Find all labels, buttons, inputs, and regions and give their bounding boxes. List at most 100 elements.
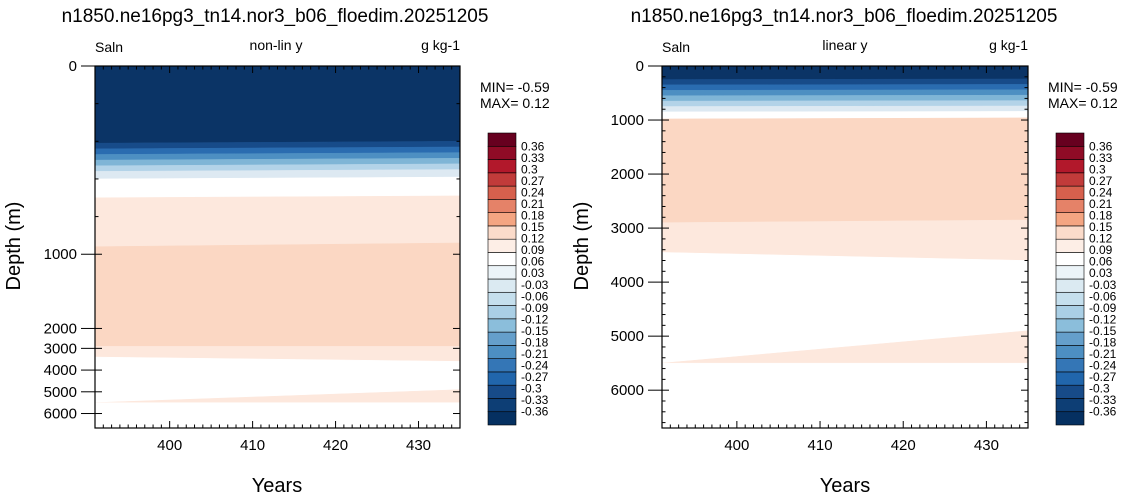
left-colorbar-box	[487, 172, 517, 187]
left-colorbar-label: -0.27	[521, 370, 549, 384]
left-panel-xtick-label: 420	[323, 437, 348, 454]
right-colorbar-box	[1055, 291, 1085, 306]
left-panel-contour-bands	[94, 65, 461, 428]
left-colorbar-box	[487, 278, 517, 293]
right-colorbar-label: -0.33	[1089, 393, 1117, 407]
left-colorbar-label: 0.24	[521, 185, 545, 199]
right-panel-band-6	[661, 105, 1029, 113]
left-colorbar-box	[487, 318, 517, 333]
left-colorbar-box	[487, 345, 517, 359]
right-colorbar-label: -0.12	[1089, 312, 1117, 326]
left-colorbar-label: -0.03	[521, 278, 549, 292]
left-colorbar-box	[487, 384, 517, 399]
left-colorbar-box	[487, 305, 517, 320]
left-panel-variable-label: Saln	[95, 39, 123, 55]
right-colorbar-box	[1055, 318, 1085, 333]
right-panel-ylabel: Depth (m)	[571, 202, 593, 291]
right-colorbar-box	[1055, 411, 1085, 426]
right-colorbar-box	[1055, 132, 1085, 147]
left-colorbar-label: 0.12	[521, 232, 545, 246]
left-colorbar-label: -0.24	[521, 359, 549, 373]
left-colorbar-label: -0.3	[521, 382, 542, 396]
right-colorbar-box	[1055, 398, 1085, 413]
right-colorbar-label: 0.12	[1089, 232, 1113, 246]
left-colorbar-label: -0.36	[521, 405, 549, 419]
right-colorbar-label: -0.27	[1089, 370, 1117, 384]
right-colorbar-label: 0.09	[1089, 243, 1113, 257]
right-panel-xlabel: Years	[820, 475, 870, 497]
left-panel-title: n1850.ne16pg3_tn14.nor3_b06_floedim.2025…	[62, 6, 489, 27]
left-panel-ytick-label: 4000	[44, 362, 77, 379]
right-colorbar-box	[1055, 371, 1085, 386]
right-colorbar-box	[1055, 252, 1085, 267]
right-colorbar-box	[1055, 265, 1085, 280]
left-panel-xtick-label: 400	[157, 437, 182, 454]
right-panel-band-4	[661, 94, 1029, 102]
left-panel-ytick-label: 2000	[44, 320, 77, 337]
right-panel-xtick-label: 420	[891, 437, 916, 454]
right-colorbar-label: -0.09	[1089, 301, 1117, 315]
left-colorbar-label: 0.33	[521, 151, 545, 165]
left-colorbar-box	[487, 212, 517, 227]
right-panel-band-5	[661, 100, 1029, 107]
left-panel: n1850.ne16pg3_tn14.nor3_b06_floedim.2025…	[3, 6, 550, 497]
right-colorbar-label: 0.27	[1089, 174, 1113, 188]
right-panel: n1850.ne16pg3_tn14.nor3_b06_floedim.2025…	[571, 6, 1118, 497]
left-colorbar-label: 0.15	[521, 220, 545, 234]
right-colorbar-box	[1055, 185, 1085, 200]
left-colorbar-box	[487, 398, 517, 413]
right-colorbar-box	[1055, 172, 1085, 187]
right-panel-ytick-label: 2000	[611, 166, 644, 183]
left-colorbar-label: 0.18	[521, 209, 545, 223]
left-colorbar-box	[487, 358, 517, 373]
left-panel-colorbar: 0.360.330.30.270.240.210.180.150.120.090…	[487, 132, 549, 426]
right-colorbar-box	[1055, 238, 1085, 253]
right-panel-ytick-label: 1000	[611, 112, 644, 129]
left-panel-ytick-label: 0	[69, 58, 77, 75]
left-panel-band-7	[94, 176, 461, 199]
right-colorbar-box	[1055, 212, 1085, 227]
left-colorbar-label: 0.27	[521, 174, 545, 188]
right-panel-band-1	[661, 78, 1029, 86]
left-panel-ytick-label: 6000	[44, 406, 77, 423]
right-colorbar-label: -0.06	[1089, 289, 1117, 303]
right-colorbar-box	[1055, 331, 1085, 346]
left-panel-axes: 400 410 420 430 0 1000 2000 3000 4000 5000 6000	[44, 58, 461, 454]
right-colorbar-box	[1055, 278, 1085, 293]
left-colorbar-label: -0.12	[521, 312, 549, 326]
left-panel-max-text: MAX= 0.12	[480, 95, 550, 111]
right-panel-band-3	[661, 89, 1029, 96]
right-panel-ytick-label: 4000	[611, 274, 644, 291]
right-panel-ytick-label: 5000	[611, 328, 644, 345]
right-colorbar-box	[1055, 384, 1085, 399]
right-panel-scale-label: linear y	[822, 37, 867, 53]
left-panel-xtick-label: 410	[240, 437, 265, 454]
right-panel-band-2	[661, 84, 1029, 91]
right-colorbar-label: 0.21	[1089, 197, 1113, 211]
left-colorbar-label: 0.09	[521, 243, 545, 257]
left-colorbar-box	[487, 411, 517, 426]
right-panel-band-8	[661, 117, 1029, 223]
left-panel-ytick-label: 3000	[44, 340, 77, 357]
left-panel-band-8	[94, 195, 461, 247]
left-colorbar-label: -0.15	[521, 324, 549, 338]
right-panel-min-text: MIN= -0.59	[1048, 79, 1118, 95]
left-colorbar-label: 0.03	[521, 266, 545, 280]
right-panel-xtick-label: 430	[974, 437, 999, 454]
left-colorbar-label: -0.21	[521, 347, 549, 361]
right-colorbar-box	[1055, 225, 1085, 240]
right-panel-contour-bands	[661, 65, 1029, 429]
right-colorbar-box	[1055, 345, 1085, 359]
left-panel-band-13	[94, 402, 461, 425]
left-panel-scale-label: non-lin y	[250, 37, 303, 53]
left-panel-ytick-label: 1000	[44, 246, 77, 263]
right-panel-band-12	[661, 362, 1029, 429]
right-panel-ytick-label: 0	[636, 58, 644, 75]
left-panel-xtick-label: 430	[406, 437, 431, 454]
right-panel-title: n1850.ne16pg3_tn14.nor3_b06_floedim.2025…	[631, 6, 1058, 27]
left-panel-ytick-label: 5000	[44, 384, 77, 401]
left-colorbar-label: -0.09	[521, 301, 549, 315]
right-panel-xtick-label: 410	[808, 437, 833, 454]
left-colorbar-box	[487, 331, 517, 346]
